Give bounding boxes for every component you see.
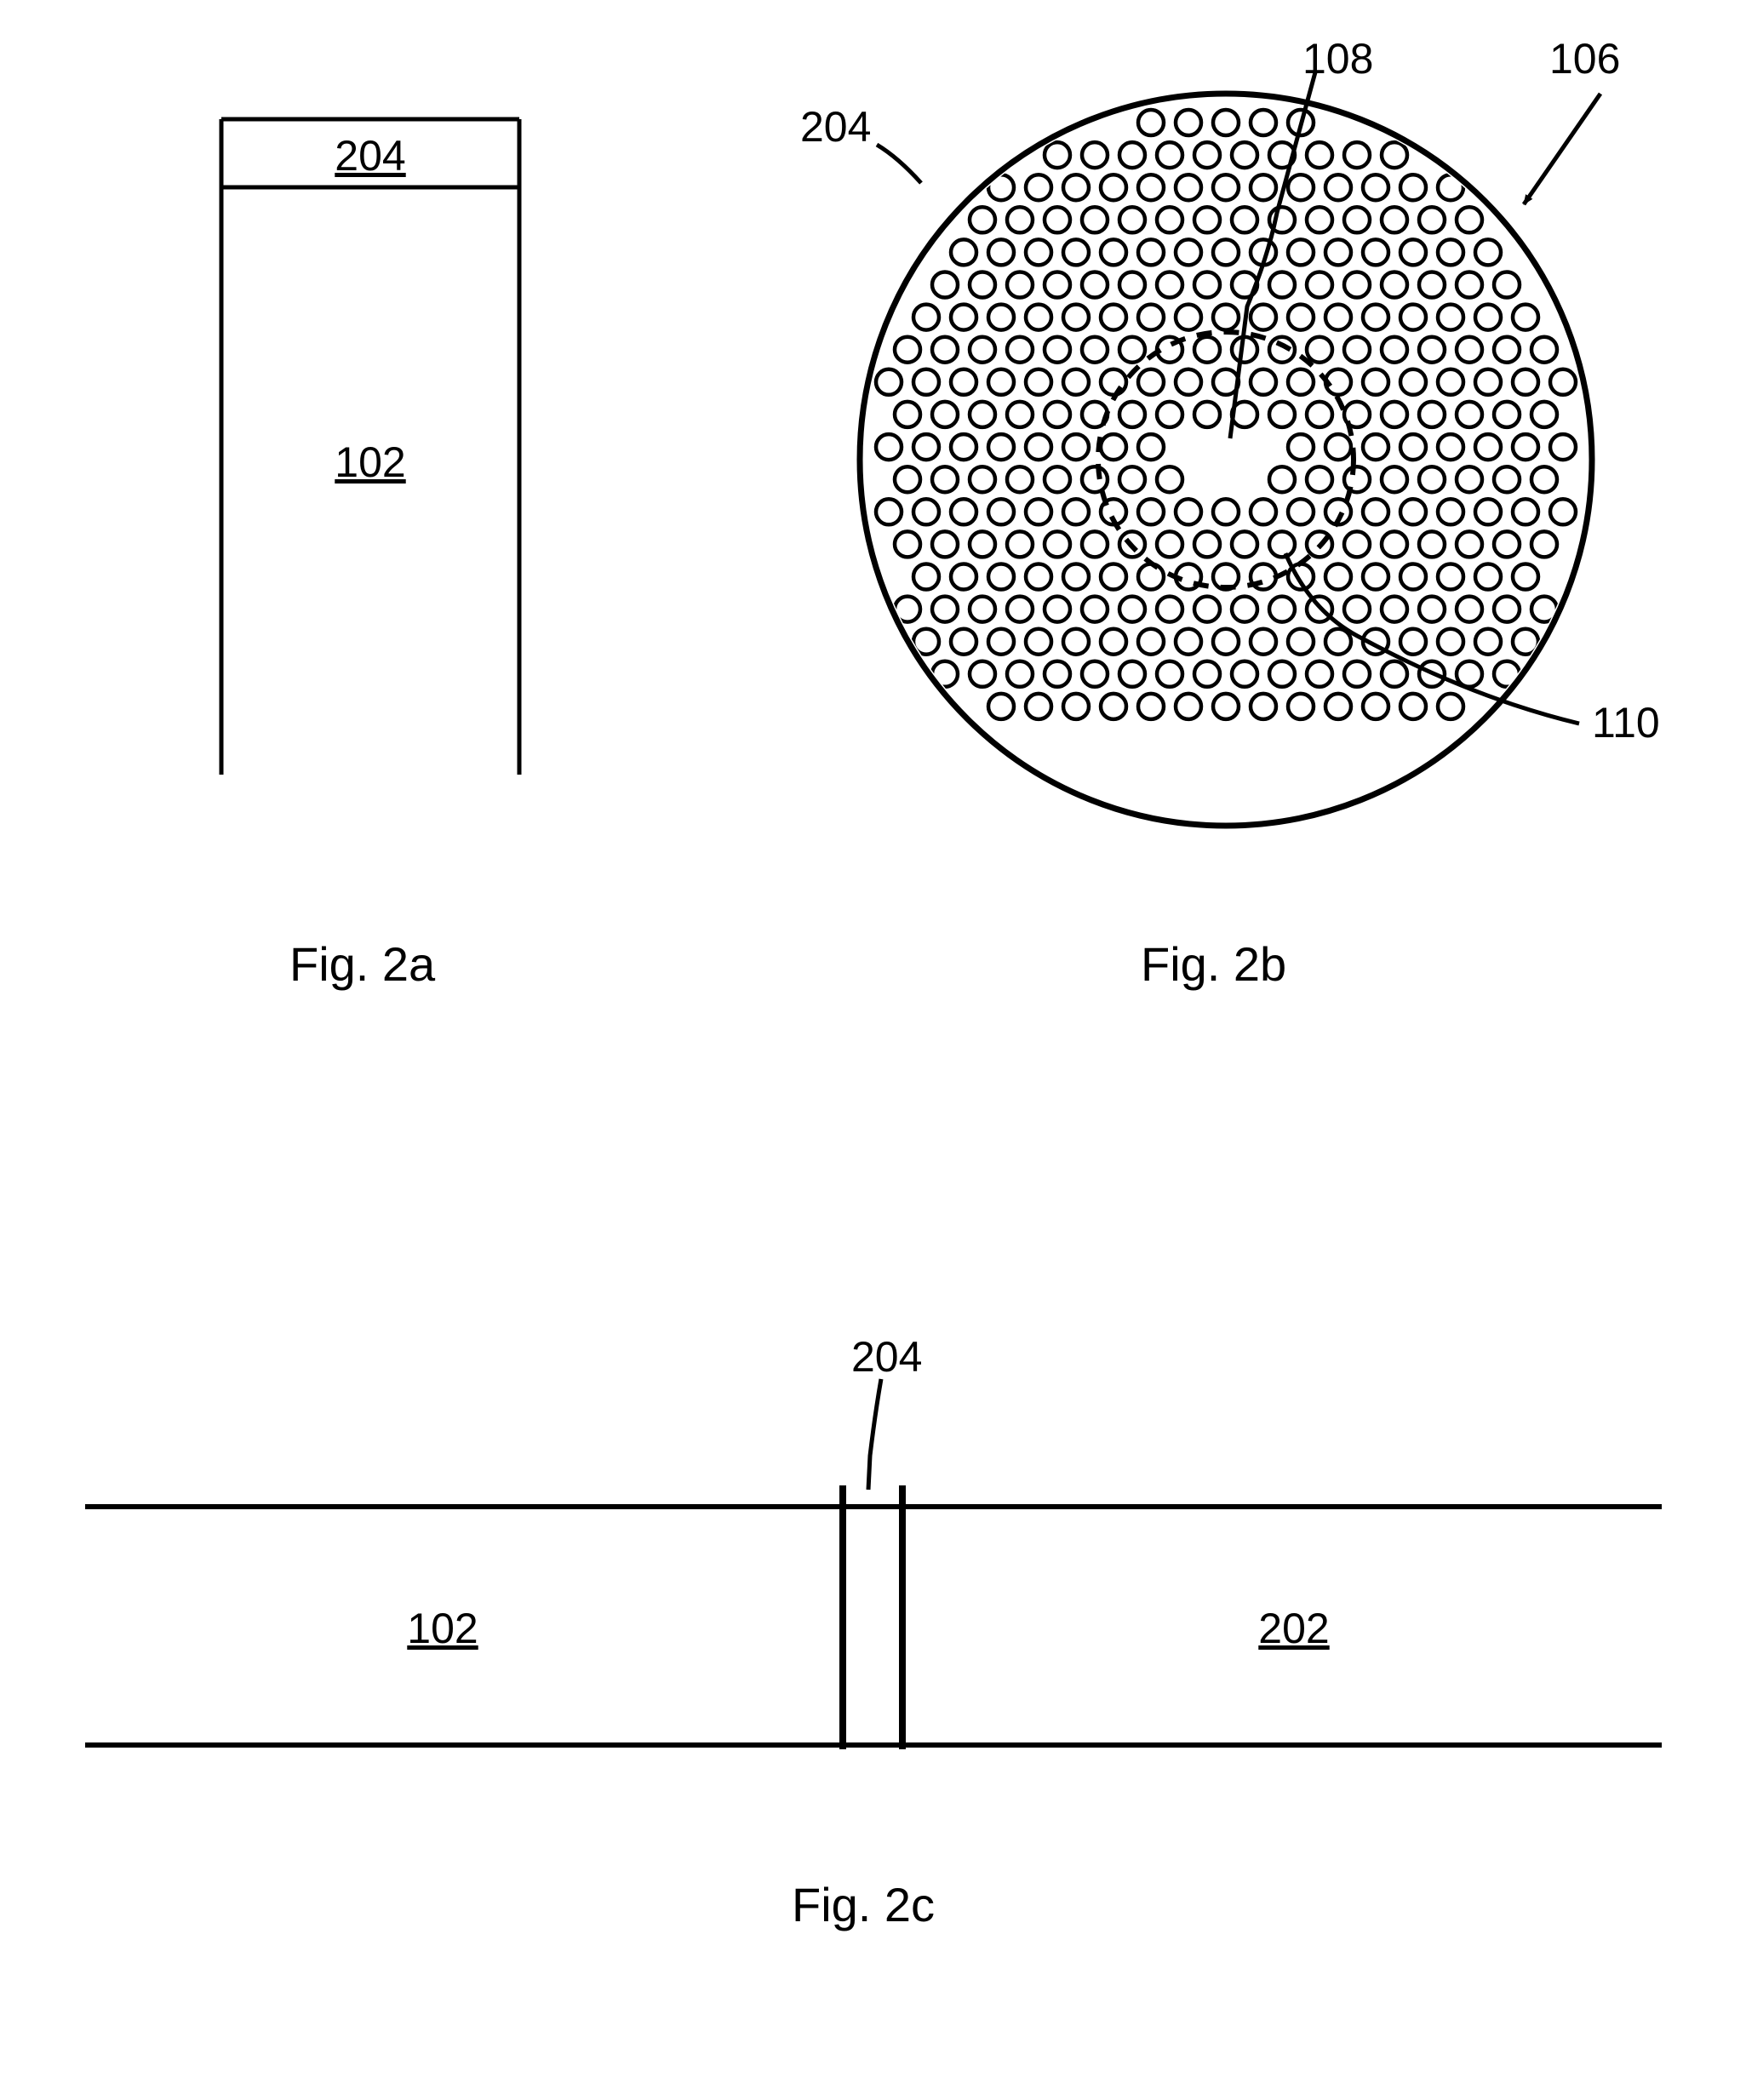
- fig2b-diagram: [0, 0, 1746, 894]
- fig2c-leader-204: [868, 1379, 881, 1490]
- fig2b-callout-106: 106: [1549, 34, 1620, 83]
- fig2a-caption: Fig. 2a: [289, 936, 435, 992]
- fig2b-callout-108: 108: [1302, 34, 1373, 83]
- fig2c-caption: Fig. 2c: [792, 1877, 935, 1932]
- fig2b-leader-204: [877, 145, 921, 183]
- fig2c-callout-204: 204: [851, 1332, 922, 1382]
- fig2b-arrow-106: [1524, 94, 1600, 204]
- fig2b-dot-grid: [876, 110, 1576, 719]
- fig2b-caption: Fig. 2b: [1141, 936, 1286, 992]
- fig2b-callout-110: 110: [1592, 698, 1660, 747]
- fig2c-label-102: 102: [407, 1605, 478, 1652]
- fig2c-label-202: 202: [1258, 1605, 1329, 1652]
- fig2b-leader-108: [1230, 72, 1315, 438]
- fig2b-callout-204: 204: [800, 102, 871, 152]
